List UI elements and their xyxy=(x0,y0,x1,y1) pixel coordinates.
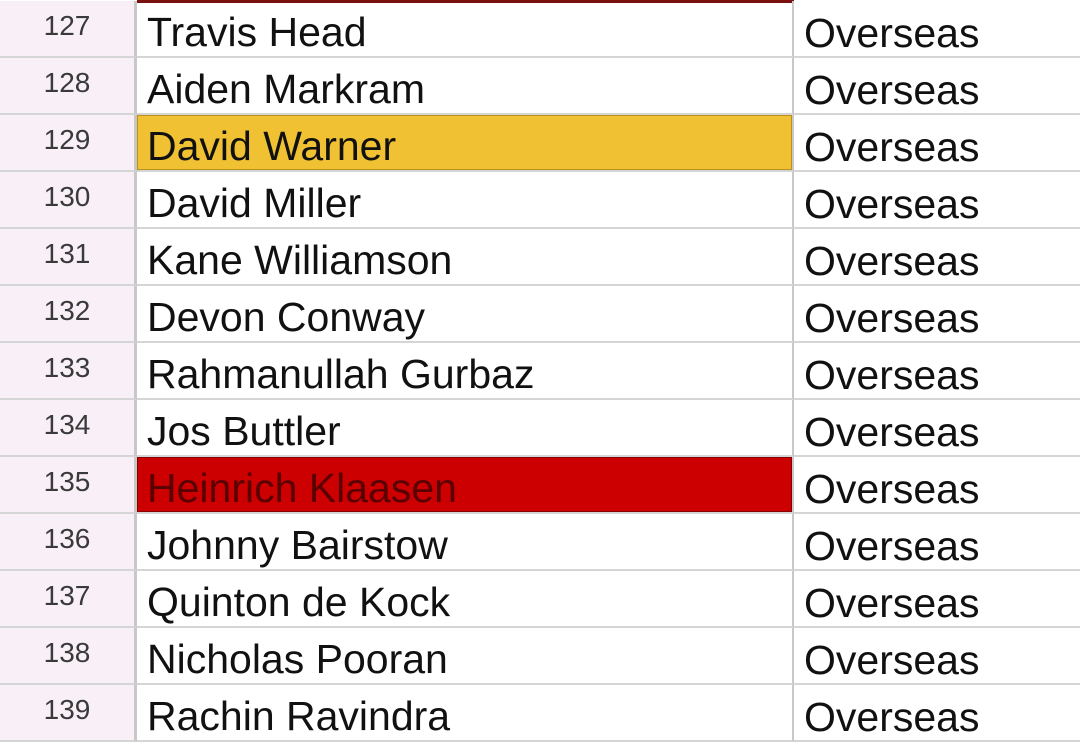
player-type-cell[interactable]: Overseas xyxy=(794,628,1080,685)
player-type-cell[interactable]: Overseas xyxy=(794,1,1080,58)
player-name-cell[interactable]: Aiden Markram xyxy=(137,58,794,115)
row-header[interactable]: 130 xyxy=(0,172,137,229)
player-name-cell[interactable]: Quinton de Kock xyxy=(137,571,794,628)
table-row: 136 Johnny Bairstow Overseas xyxy=(0,514,1080,571)
row-header[interactable]: 132 xyxy=(0,286,137,343)
table-row: 131 Kane Williamson Overseas xyxy=(0,229,1080,286)
player-type-cell[interactable]: Overseas xyxy=(794,400,1080,457)
player-name-cell[interactable]: Kane Williamson xyxy=(137,229,794,286)
table-row: 133 Rahmanullah Gurbaz Overseas xyxy=(0,343,1080,400)
row-header[interactable]: 129 xyxy=(0,115,137,172)
row-header[interactable]: 136 xyxy=(0,514,137,571)
row-header[interactable]: 128 xyxy=(0,58,137,115)
row-header[interactable]: 139 xyxy=(0,685,137,742)
table-row: 134 Jos Buttler Overseas xyxy=(0,400,1080,457)
table-row: 127 Travis Head Overseas xyxy=(0,1,1080,58)
player-name-cell[interactable]: Johnny Bairstow xyxy=(137,514,794,571)
player-name-cell[interactable]: David Miller xyxy=(137,172,794,229)
row-header[interactable]: 135 xyxy=(0,457,137,514)
player-type-cell[interactable]: Overseas xyxy=(794,172,1080,229)
player-type-cell[interactable]: Overseas xyxy=(794,286,1080,343)
player-type-cell[interactable]: Overseas xyxy=(794,115,1080,172)
row-header[interactable]: 131 xyxy=(0,229,137,286)
table-row: 130 David Miller Overseas xyxy=(0,172,1080,229)
player-name-cell[interactable]: Jos Buttler xyxy=(137,400,794,457)
player-type-cell[interactable]: Overseas xyxy=(794,571,1080,628)
table-row: 139 Rachin Ravindra Overseas xyxy=(0,685,1080,742)
row-header[interactable]: 127 xyxy=(0,1,137,58)
player-type-cell[interactable]: Overseas xyxy=(794,685,1080,742)
table-row: 128 Aiden Markram Overseas xyxy=(0,58,1080,115)
table-row: 129 David Warner Overseas xyxy=(0,115,1080,172)
player-type-cell[interactable]: Overseas xyxy=(794,457,1080,514)
table-row: 135 Heinrich Klaasen Overseas xyxy=(0,457,1080,514)
row-header[interactable]: 138 xyxy=(0,628,137,685)
table-row: 132 Devon Conway Overseas xyxy=(0,286,1080,343)
player-name-cell[interactable]: David Warner xyxy=(137,115,794,172)
player-name-cell[interactable]: Devon Conway xyxy=(137,286,794,343)
player-type-cell[interactable]: Overseas xyxy=(794,58,1080,115)
row-header[interactable]: 137 xyxy=(0,571,137,628)
player-name-cell[interactable]: Heinrich Klaasen xyxy=(137,457,794,514)
row-header[interactable]: 134 xyxy=(0,400,137,457)
player-name-cell[interactable]: Nicholas Pooran xyxy=(137,628,794,685)
player-type-cell[interactable]: Overseas xyxy=(794,514,1080,571)
selected-cell-border xyxy=(137,0,794,3)
player-name-cell[interactable]: Travis Head xyxy=(137,1,794,58)
player-type-cell[interactable]: Overseas xyxy=(794,343,1080,400)
table-row: 138 Nicholas Pooran Overseas xyxy=(0,628,1080,685)
table-row: 137 Quinton de Kock Overseas xyxy=(0,571,1080,628)
player-name-cell[interactable]: Rachin Ravindra xyxy=(137,685,794,742)
player-type-cell[interactable]: Overseas xyxy=(794,229,1080,286)
row-header[interactable]: 133 xyxy=(0,343,137,400)
player-name-cell[interactable]: Rahmanullah Gurbaz xyxy=(137,343,794,400)
